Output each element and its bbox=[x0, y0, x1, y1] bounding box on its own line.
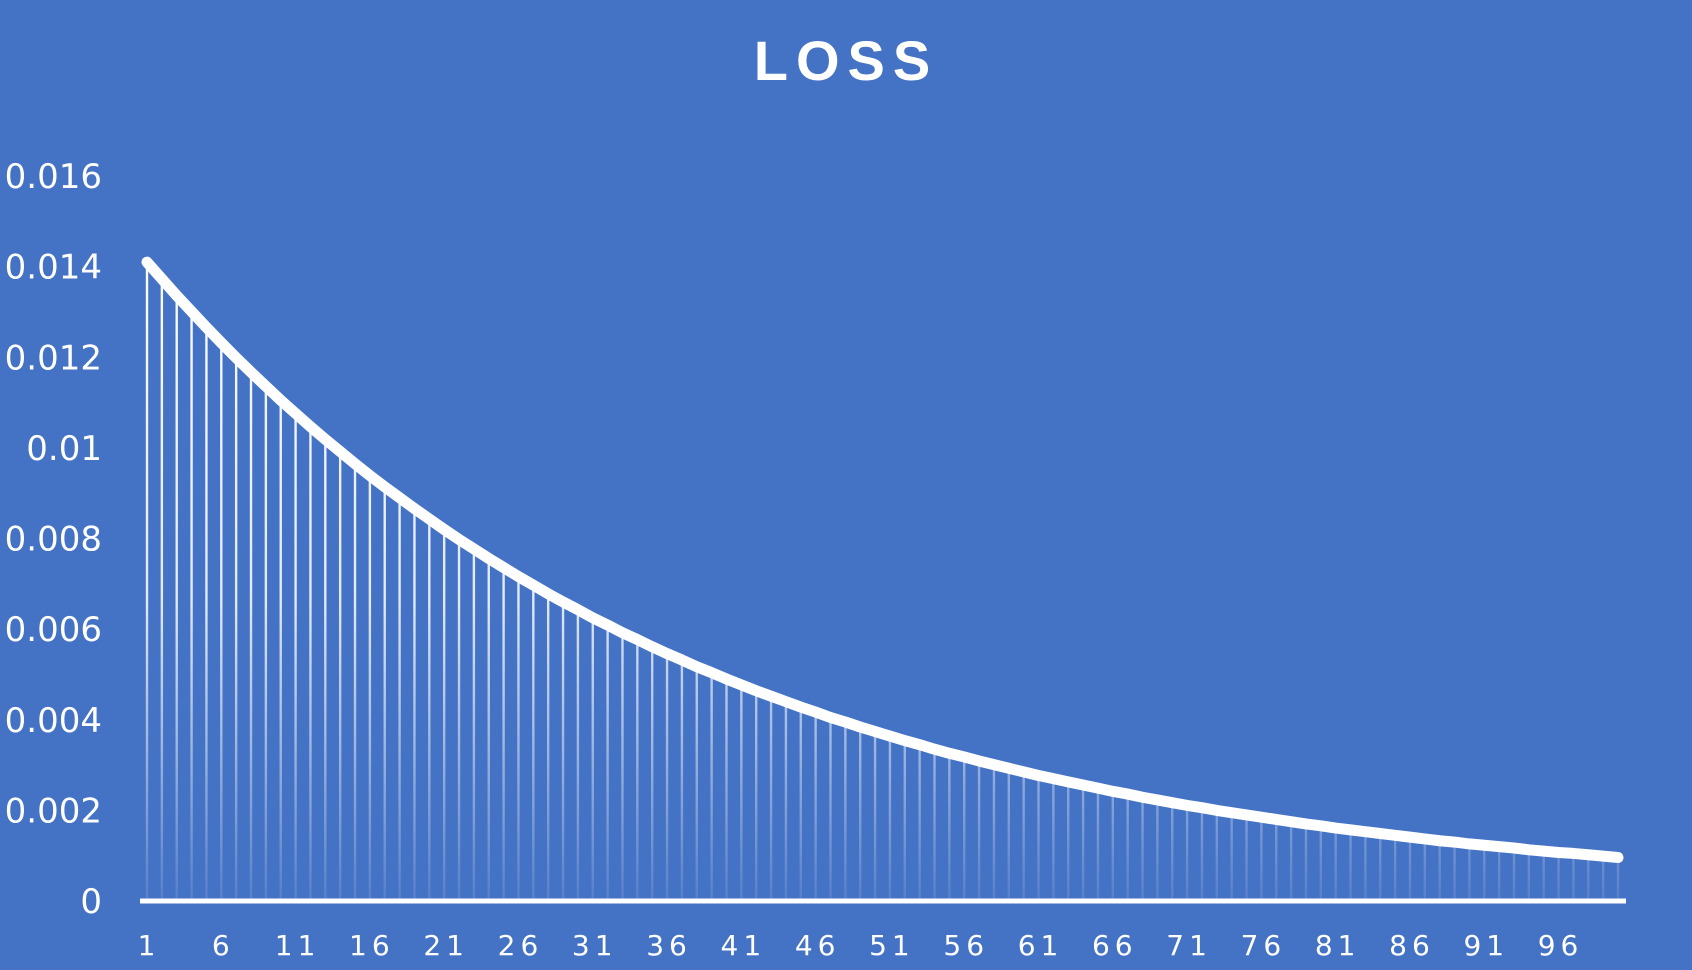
x-tick-label: 56 bbox=[943, 929, 989, 962]
y-tick-label: 0.006 bbox=[5, 610, 102, 650]
x-tick-label: 81 bbox=[1315, 929, 1361, 962]
x-tick-label: 31 bbox=[572, 929, 618, 962]
x-tick-label: 76 bbox=[1241, 929, 1287, 962]
y-axis-ticks: 0 0.002 0.004 0.006 0.008 0.01 0.012 0.014 0.016 bbox=[5, 157, 102, 922]
series-line bbox=[141, 256, 1624, 863]
x-tick-label: 91 bbox=[1463, 929, 1509, 962]
y-tick-label: 0.004 bbox=[5, 701, 102, 741]
y-tick-label: 0.016 bbox=[5, 157, 102, 197]
y-tick-label: 0.01 bbox=[26, 429, 102, 469]
x-axis-ticks: 1 6 11 16 21 26 31 36 41 46 51 56 61 66 71 76 81 86 91 96 bbox=[138, 929, 1584, 962]
y-tick-label: 0.008 bbox=[5, 520, 102, 560]
chart-title: LOSS bbox=[753, 29, 939, 92]
x-tick-label: 36 bbox=[646, 929, 692, 962]
x-tick-label: 1 bbox=[138, 929, 161, 962]
x-tick-label: 66 bbox=[1092, 929, 1138, 962]
x-tick-label: 26 bbox=[498, 929, 544, 962]
x-tick-label: 96 bbox=[1538, 929, 1584, 962]
y-tick-label: 0 bbox=[80, 882, 102, 922]
x-tick-label: 46 bbox=[795, 929, 841, 962]
drop-lines bbox=[145, 262, 1620, 901]
x-tick-label: 41 bbox=[721, 929, 767, 962]
x-tick-label: 51 bbox=[869, 929, 915, 962]
y-tick-label: 0.014 bbox=[5, 248, 102, 288]
x-tick-label: 21 bbox=[423, 929, 469, 962]
y-tick-label: 0.012 bbox=[5, 338, 102, 378]
x-tick-label: 11 bbox=[275, 929, 321, 962]
x-tick-label: 61 bbox=[1018, 929, 1064, 962]
x-tick-label: 86 bbox=[1389, 929, 1435, 962]
x-tick-label: 6 bbox=[212, 929, 235, 962]
y-tick-label: 0.002 bbox=[5, 791, 102, 831]
x-tick-label: 16 bbox=[349, 929, 395, 962]
x-tick-label: 71 bbox=[1166, 929, 1212, 962]
